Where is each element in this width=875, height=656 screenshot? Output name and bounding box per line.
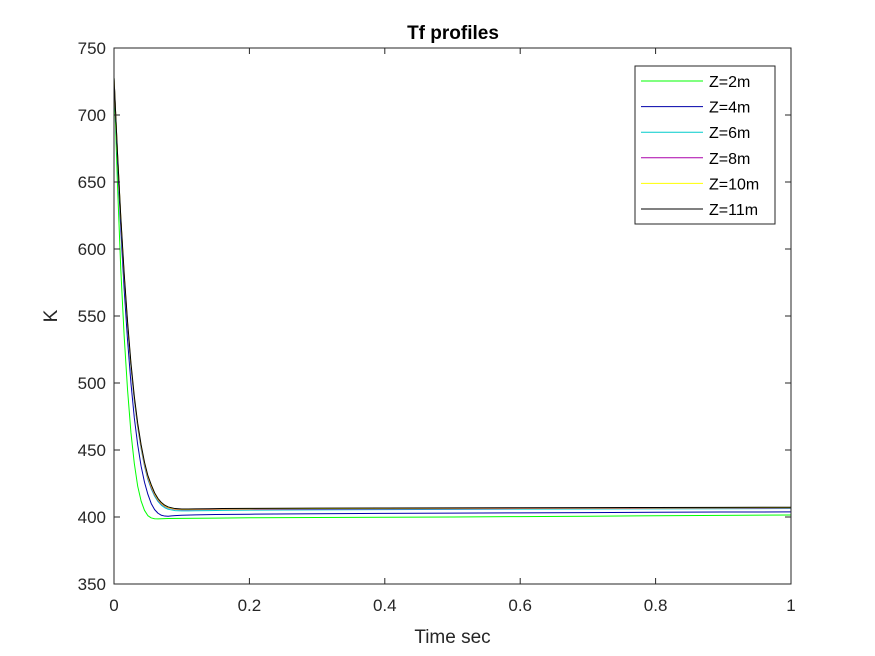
series-line-z-11m — [113, 77, 792, 510]
legend-entry-label: Z=8m — [709, 151, 750, 168]
legend-box — [634, 65, 776, 225]
y-tick-label: 350 — [78, 575, 106, 594]
x-tick-label: 1 — [786, 596, 795, 615]
legend-entry-label: Z=4m — [709, 100, 750, 117]
y-axis-label: K — [41, 309, 62, 322]
x-tick-label: 0 — [109, 596, 118, 615]
legend: Z=2m Z=4m Z=6m Z=8m Z=10m Z=11m — [634, 65, 776, 225]
x-axis: 0 0.2 0.4 0.6 0.8 1 — [109, 48, 796, 615]
y-tick-label: 550 — [78, 307, 106, 326]
x-tick-label: 0.6 — [508, 596, 532, 615]
x-tick-label: 0.4 — [373, 596, 397, 615]
y-axis: 350 400 450 500 550 600 650 700 750 — [78, 39, 791, 594]
legend-entry-label: Z=6m — [709, 125, 750, 142]
legend-entry-label: Z=11m — [709, 202, 758, 219]
series-layer — [113, 77, 792, 520]
y-tick-label: 450 — [78, 441, 106, 460]
series-line-z-2m — [113, 77, 792, 520]
x-axis-label: Time sec — [414, 627, 490, 648]
legend-entry-label: Z=2m — [709, 74, 750, 91]
x-tick-label: 0.8 — [644, 596, 668, 615]
series-line-z-4m — [113, 77, 792, 517]
legend-entry-label: Z=10m — [709, 176, 759, 193]
y-tick-label: 500 — [78, 374, 106, 393]
y-tick-label: 700 — [78, 106, 106, 125]
x-tick-label: 0.2 — [238, 596, 262, 615]
chart-title: Tf profiles — [407, 23, 499, 44]
y-tick-label: 400 — [78, 508, 106, 527]
y-tick-label: 750 — [78, 39, 106, 58]
y-tick-label: 600 — [78, 240, 106, 259]
y-tick-label: 650 — [78, 173, 106, 192]
